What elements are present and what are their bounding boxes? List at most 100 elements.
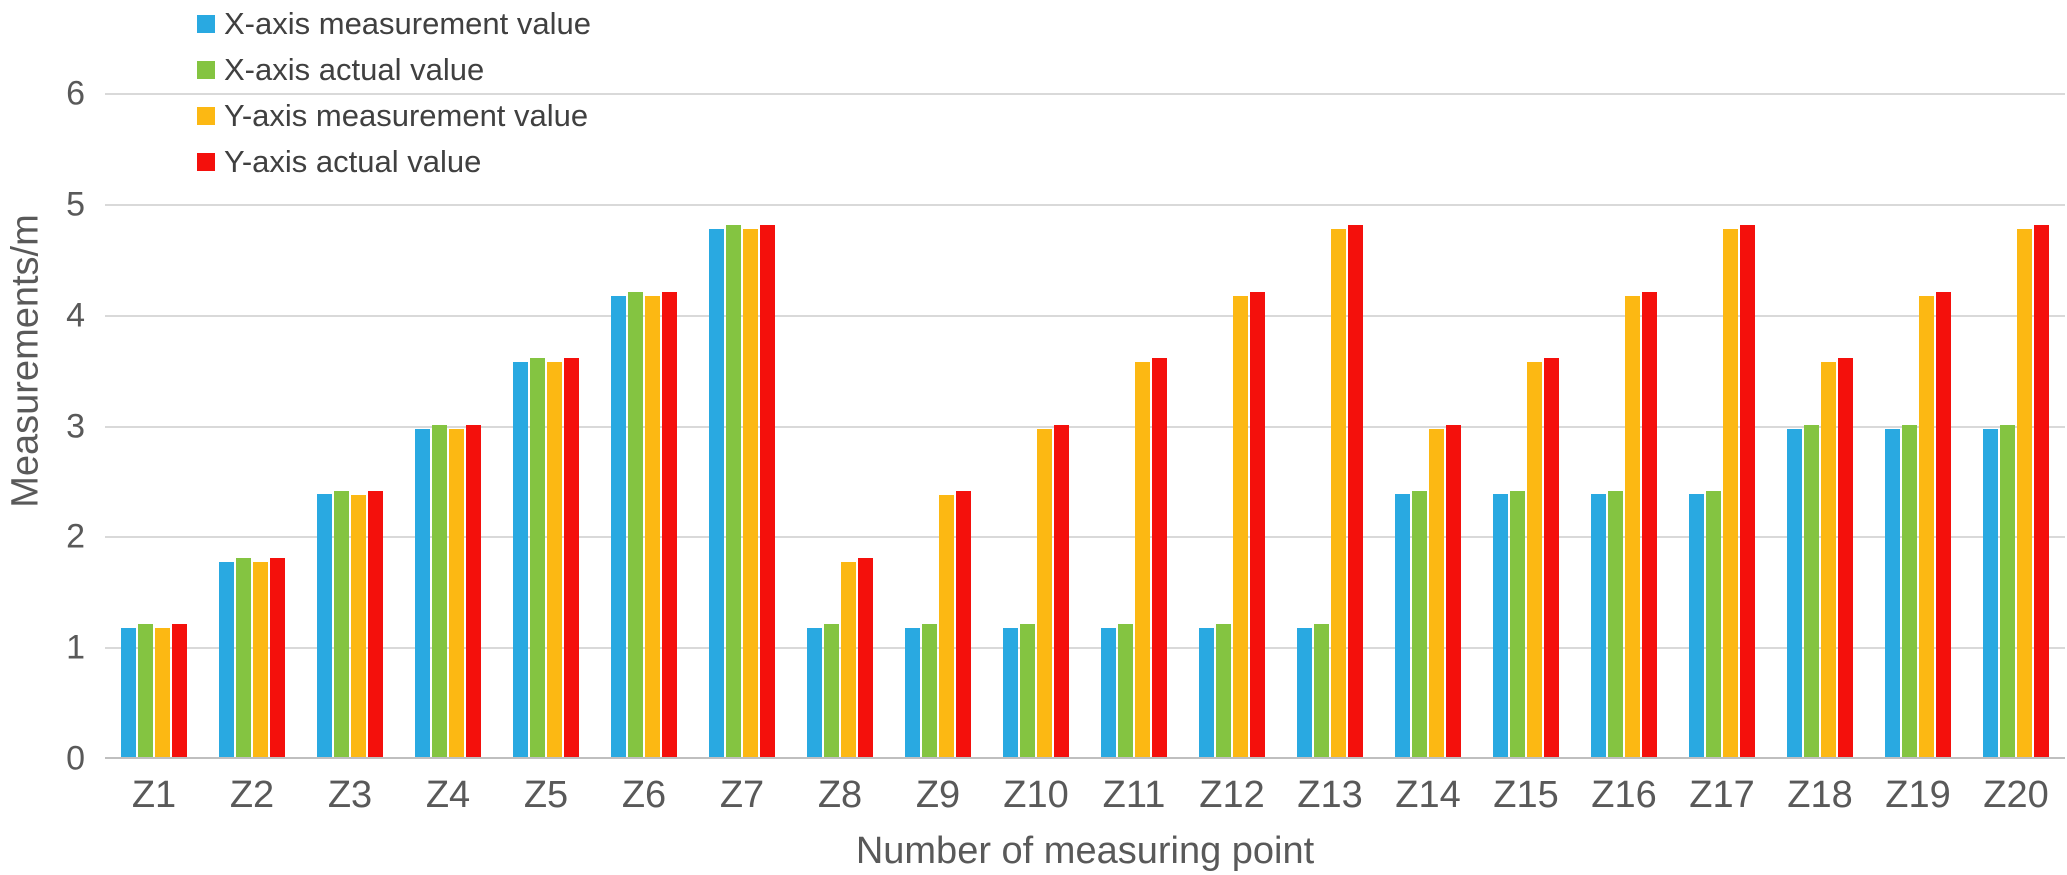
- bar: [1527, 362, 1542, 757]
- bar-group-z19: [1869, 94, 1967, 757]
- bar: [1787, 428, 1802, 757]
- x-axis-line: [105, 757, 2065, 759]
- bar: [1054, 424, 1069, 757]
- bar-group-z10: [987, 94, 1085, 757]
- bar: [1591, 494, 1606, 757]
- bar: [709, 229, 724, 757]
- x-tick-label: Z20: [1983, 774, 2049, 816]
- legend-label: X-axis actual value: [224, 52, 485, 87]
- x-tick-label: Z8: [817, 774, 863, 816]
- bar: [1101, 628, 1116, 757]
- bar-group-z7: [693, 94, 791, 757]
- bar: [513, 362, 528, 757]
- bar: [253, 561, 268, 757]
- bar: [432, 424, 447, 757]
- bar: [466, 424, 481, 757]
- legend-item: X-axis actual value: [197, 47, 591, 93]
- bar: [1395, 494, 1410, 757]
- bar: [1723, 229, 1738, 757]
- y-tick-label: 1: [66, 628, 85, 667]
- bar: [645, 295, 660, 757]
- bar: [1314, 624, 1329, 757]
- bar: [611, 295, 626, 757]
- bar: [1544, 358, 1559, 757]
- bar: [1902, 424, 1917, 757]
- x-tick-label: Z7: [719, 774, 765, 816]
- y-tick-label: 5: [66, 185, 85, 224]
- bar: [1838, 358, 1853, 757]
- legend-item: Y-axis measurement value: [197, 93, 591, 139]
- bar: [1689, 494, 1704, 757]
- bar-group-z5: [497, 94, 595, 757]
- gridline: [105, 647, 2065, 650]
- bar: [368, 491, 383, 757]
- bar-group-z17: [1673, 94, 1771, 757]
- bar: [1429, 428, 1444, 757]
- bar-group-z1: [105, 94, 203, 757]
- bar: [1233, 295, 1248, 757]
- y-axis-title: Measurements/m: [4, 214, 47, 508]
- bar: [1250, 291, 1265, 757]
- x-tick-label: Z10: [1003, 774, 1069, 816]
- bar: [1983, 428, 1998, 757]
- gridline: [105, 536, 2065, 539]
- bar-group-z11: [1085, 94, 1183, 757]
- bar: [270, 557, 285, 757]
- bar: [858, 557, 873, 757]
- bar: [138, 624, 153, 757]
- x-tick-label: Z9: [915, 774, 961, 816]
- y-tick-label: 6: [66, 74, 85, 113]
- bar: [1510, 491, 1525, 757]
- x-tick-label: Z18: [1787, 774, 1853, 816]
- bar: [1885, 428, 1900, 757]
- x-tick-label: Z6: [621, 774, 667, 816]
- legend-label: X-axis measurement value: [224, 6, 591, 41]
- bar: [1936, 291, 1951, 757]
- bar-group-z4: [399, 94, 497, 757]
- bar: [1608, 491, 1623, 757]
- bar: [905, 628, 920, 757]
- y-tick-label: 2: [66, 517, 85, 556]
- bar: [922, 624, 937, 757]
- gridline: [105, 93, 2065, 95]
- bar: [155, 628, 170, 757]
- bar: [1003, 628, 1018, 757]
- bar: [939, 495, 954, 757]
- bar: [1037, 428, 1052, 757]
- legend-swatch: [197, 61, 215, 79]
- bar: [824, 624, 839, 757]
- bar: [236, 557, 251, 757]
- legend: X-axis measurement value X-axis actual va…: [197, 1, 591, 185]
- bar: [1331, 229, 1346, 757]
- bar: [172, 624, 187, 757]
- bar: [334, 491, 349, 757]
- bar: [351, 495, 366, 757]
- bar: [1020, 624, 1035, 757]
- x-tick-label: Z5: [523, 774, 569, 816]
- x-tick-label: Z1: [131, 774, 177, 816]
- bar-group-z16: [1575, 94, 1673, 757]
- bar: [121, 628, 136, 757]
- bar-group-z9: [889, 94, 987, 757]
- gridline: [105, 314, 2065, 317]
- bar: [1625, 295, 1640, 757]
- bar: [628, 291, 643, 757]
- y-tick-label: 0: [66, 739, 85, 778]
- legend-swatch: [197, 153, 215, 171]
- x-tick-label: Z15: [1493, 774, 1559, 816]
- bar-group-z12: [1183, 94, 1281, 757]
- bar: [1152, 358, 1167, 757]
- bar: [564, 358, 579, 757]
- x-tick-label: Z11: [1102, 774, 1166, 816]
- bar: [1135, 362, 1150, 757]
- bar: [449, 428, 464, 757]
- bar: [1118, 624, 1133, 757]
- bar: [1216, 624, 1231, 757]
- x-tick-label: Z17: [1689, 774, 1755, 816]
- bar: [760, 225, 775, 757]
- gridline: [105, 203, 2065, 206]
- bar: [530, 358, 545, 757]
- bar: [841, 561, 856, 757]
- bar: [807, 628, 822, 757]
- bar: [219, 561, 234, 757]
